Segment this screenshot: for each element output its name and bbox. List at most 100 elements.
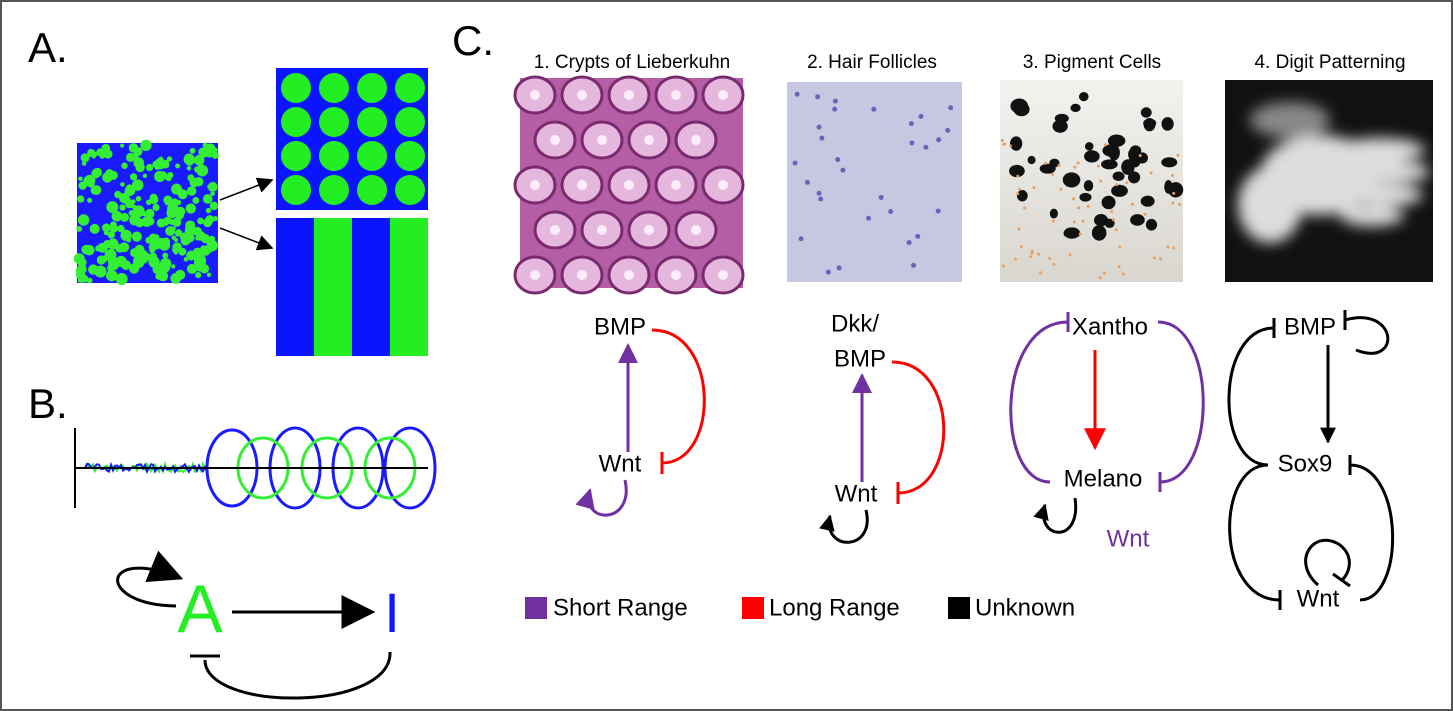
xanthophore: [1023, 207, 1026, 210]
melanophore: [1070, 104, 1080, 112]
follicle: [840, 168, 845, 173]
melanophore: [1161, 157, 1177, 167]
melanophore: [1141, 196, 1155, 207]
spot: [395, 141, 425, 171]
follicle: [879, 195, 884, 200]
column-title: 3. Pigment Cells: [1023, 52, 1161, 73]
noise-blob: [162, 253, 168, 259]
noise-blob: [148, 256, 159, 267]
node: Wnt: [599, 450, 642, 477]
xanthophore: [1073, 166, 1076, 169]
noise-blob: [187, 264, 197, 274]
xanthophore: [1002, 143, 1005, 146]
crypt-lumen: [577, 180, 587, 190]
noise-blob: [175, 164, 180, 169]
noise-blob: [190, 148, 196, 154]
follicle: [888, 209, 893, 214]
xanthophore: [1115, 183, 1118, 186]
xanthophore: [1057, 164, 1060, 167]
noise-blob: [145, 237, 152, 244]
xanthophore: [1029, 255, 1032, 258]
crypt-lumen: [550, 135, 560, 145]
noise-blob: [171, 198, 179, 206]
xanthophore: [1172, 247, 1175, 250]
follicle: [909, 141, 914, 146]
noise-blob: [213, 216, 218, 221]
noise-blob: [143, 174, 147, 178]
edges: [1011, 312, 1203, 532]
melanophore: [1113, 171, 1125, 181]
xanthophore: [1059, 188, 1062, 191]
follicle: [909, 121, 914, 126]
follicle: [818, 196, 823, 201]
crypt-lumen: [530, 270, 540, 280]
stripe-pattern: [276, 218, 428, 356]
figure: A. B. C. A I 1. Crypts of Lieberkuhn 2. …: [0, 0, 1453, 711]
arrow: [220, 228, 272, 248]
noise-blob: [172, 218, 181, 227]
follicle: [945, 128, 950, 133]
noise-blob: [76, 270, 85, 279]
noise-blob: [116, 273, 128, 285]
xanthophore: [1016, 192, 1019, 195]
crypt-lumen: [718, 270, 728, 280]
follicle: [936, 137, 941, 142]
melanophore: [1144, 118, 1156, 131]
column-title: 1. Crypts of Lieberkuhn: [534, 52, 730, 73]
noise-blob: [208, 182, 218, 192]
noise-blob: [144, 215, 151, 222]
activator: A: [177, 571, 223, 647]
noise-blob: [203, 194, 213, 204]
melanophore: [1028, 156, 1036, 164]
noise-blob: [119, 204, 125, 210]
melanophore: [1055, 114, 1069, 123]
legend-swatch: [525, 597, 547, 619]
noise-blob: [167, 156, 172, 161]
xanthophore: [1115, 228, 1118, 231]
noise-blob: [132, 179, 143, 190]
melanophore: [1130, 214, 1145, 226]
photo: [1225, 80, 1433, 282]
noise-blob: [171, 184, 182, 195]
noise-blob: [172, 226, 176, 230]
crypt-lumen: [691, 225, 701, 235]
noise-blob: [120, 182, 125, 187]
column-title: 4. Digit Patterning: [1254, 52, 1405, 73]
spot: [395, 175, 425, 205]
crypt-lumen: [577, 90, 587, 100]
noise-blob: [121, 163, 127, 169]
noise-blob: [103, 150, 112, 159]
noise-blob: [210, 191, 215, 196]
melanophore: [1063, 172, 1081, 187]
spot: [357, 73, 387, 103]
noise-blob: [211, 152, 218, 159]
crypt-lumen: [624, 90, 634, 100]
xanthophore: [1112, 218, 1115, 221]
noise-blob: [159, 261, 171, 273]
noise-blob: [90, 224, 100, 234]
spot: [319, 175, 349, 205]
spot: [395, 107, 425, 137]
node: Xantho: [1072, 313, 1148, 340]
noise-blob: [95, 245, 101, 251]
follicle: [936, 209, 941, 214]
melanophore: [1092, 225, 1107, 241]
noise-blob: [187, 254, 191, 258]
follicle: [815, 94, 820, 99]
legend-swatch: [742, 597, 764, 619]
xanthophore: [1018, 188, 1021, 191]
noise-blob: [78, 214, 89, 225]
noise-blob: [143, 212, 147, 216]
legend-label: Unknown: [975, 594, 1075, 621]
noise-blob: [87, 149, 95, 157]
crypt-lumen: [597, 135, 607, 145]
noise-blob: [210, 202, 218, 210]
noise-blob: [94, 266, 106, 278]
noise-blob: [180, 232, 189, 241]
noise-blob: [150, 196, 159, 205]
melanophore: [1108, 145, 1120, 161]
melanophore: [1079, 92, 1089, 101]
noise-blob: [109, 171, 118, 180]
xanthophore: [1020, 245, 1023, 248]
noise-blob: [171, 264, 175, 268]
